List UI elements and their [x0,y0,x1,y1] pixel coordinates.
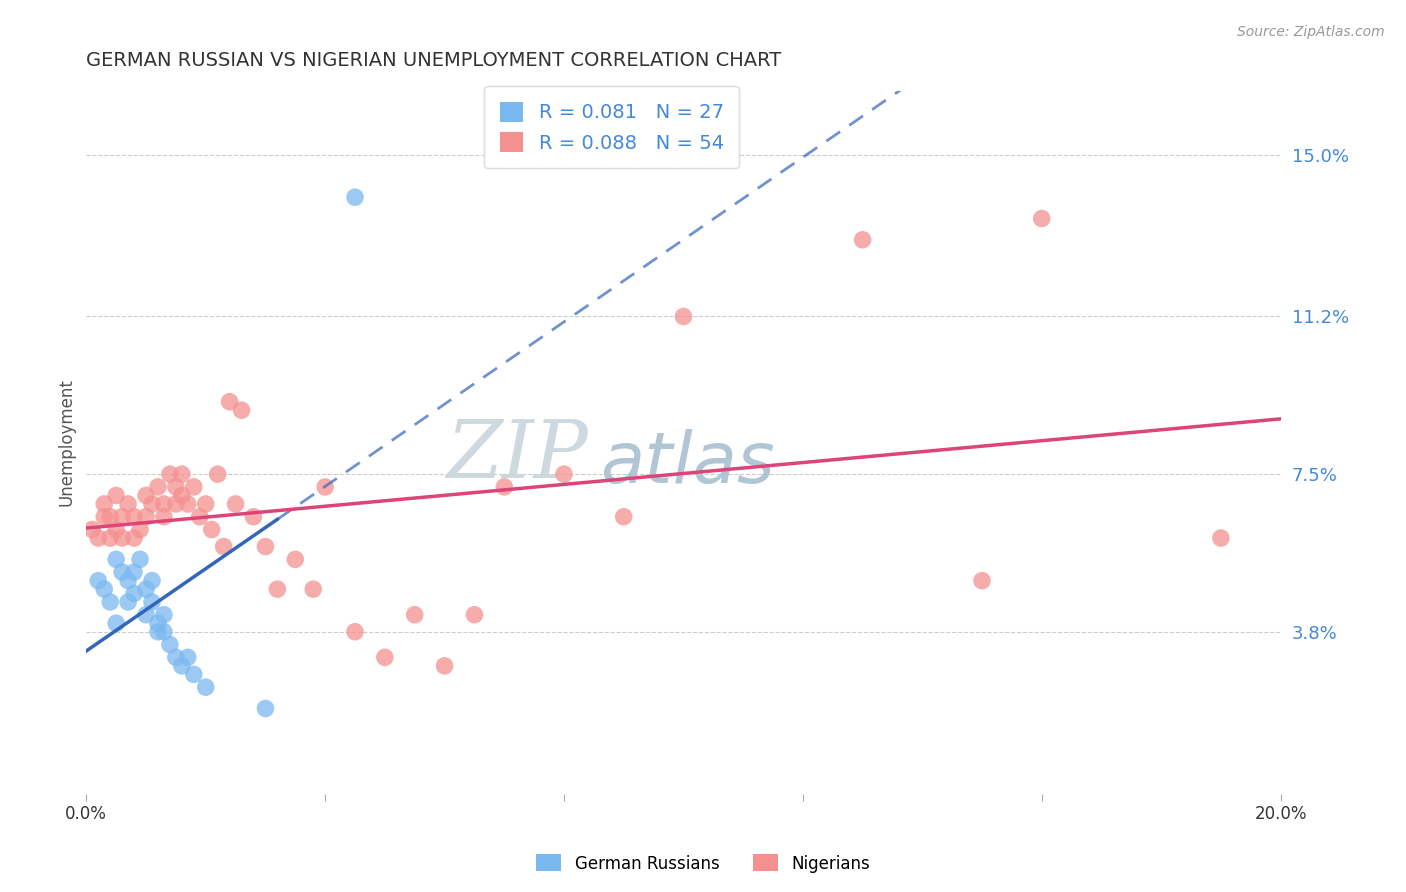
Text: GERMAN RUSSIAN VS NIGERIAN UNEMPLOYMENT CORRELATION CHART: GERMAN RUSSIAN VS NIGERIAN UNEMPLOYMENT … [86,51,782,70]
Point [153,497,176,511]
Point [183,480,205,494]
Point [404,607,426,622]
Point [1209,531,1232,545]
Point [117,574,139,588]
Point [111,531,134,545]
Point [105,552,128,566]
Point [122,509,145,524]
Point [314,480,336,494]
Point [98,595,121,609]
Point [153,607,176,622]
Point [141,574,163,588]
Point [135,488,157,502]
Point [98,531,121,545]
Point [165,497,187,511]
Point [135,582,157,597]
Point [111,509,134,524]
Text: Source: ZipAtlas.com: Source: ZipAtlas.com [1237,25,1385,39]
Point [254,540,277,554]
Point [105,488,128,502]
Point [82,523,104,537]
Point [218,394,240,409]
Point [165,480,187,494]
Point [105,523,128,537]
Text: atlas: atlas [600,429,775,498]
Point [170,488,193,502]
Point [146,624,169,639]
Legend: R = 0.081   N = 27, R = 0.088   N = 54: R = 0.081 N = 27, R = 0.088 N = 54 [484,87,740,169]
Point [207,467,229,482]
Point [153,624,176,639]
Point [672,310,695,324]
Point [553,467,575,482]
Point [194,497,217,511]
Point [135,509,157,524]
Point [343,190,366,204]
Point [141,497,163,511]
Point [374,650,396,665]
Point [183,667,205,681]
Point [146,616,169,631]
Point [129,552,152,566]
Point [87,531,110,545]
Point [225,497,247,511]
Point [122,586,145,600]
Point [266,582,288,597]
Point [159,638,181,652]
Point [146,480,169,494]
Point [129,523,152,537]
Point [117,497,139,511]
Y-axis label: Unemployment: Unemployment [58,378,75,506]
Point [93,497,115,511]
Point [117,595,139,609]
Point [122,565,145,579]
Point [122,531,145,545]
Point [188,509,211,524]
Legend: German Russians, Nigerians: German Russians, Nigerians [530,847,876,880]
Point [165,650,187,665]
Point [463,607,485,622]
Point [212,540,235,554]
Point [153,509,176,524]
Point [194,680,217,694]
Point [93,509,115,524]
Point [254,701,277,715]
Point [613,509,636,524]
Point [98,509,121,524]
Point [111,565,134,579]
Point [284,552,307,566]
Point [170,658,193,673]
Point [343,624,366,639]
Point [159,467,181,482]
Point [433,658,456,673]
Point [302,582,325,597]
Point [177,650,200,665]
Point [852,233,875,247]
Point [242,509,264,524]
Text: ZIP: ZIP [446,417,588,495]
Point [231,403,253,417]
Point [177,497,200,511]
Point [105,616,128,631]
Point [141,595,163,609]
Point [93,582,115,597]
Point [201,523,224,537]
Point [135,607,157,622]
Point [1031,211,1053,226]
Point [87,574,110,588]
Point [494,480,516,494]
Point [170,467,193,482]
Point [970,574,993,588]
